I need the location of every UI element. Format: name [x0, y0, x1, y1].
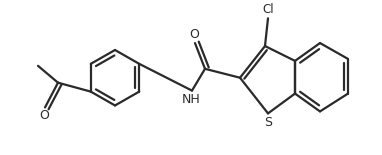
Text: NH: NH [181, 93, 201, 106]
Text: O: O [189, 28, 199, 41]
Text: Cl: Cl [262, 3, 274, 16]
Text: O: O [39, 109, 49, 122]
Text: S: S [264, 116, 272, 129]
